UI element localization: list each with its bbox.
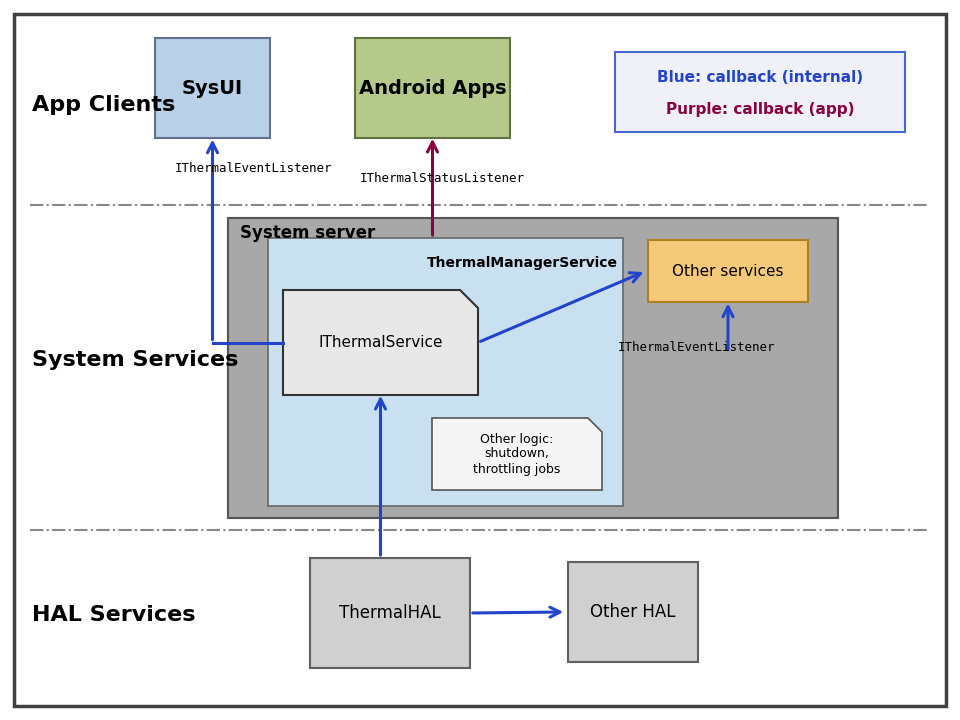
Polygon shape	[283, 290, 478, 395]
FancyBboxPatch shape	[14, 14, 946, 706]
FancyBboxPatch shape	[228, 218, 838, 518]
Text: Android Apps: Android Apps	[359, 78, 506, 97]
FancyBboxPatch shape	[615, 52, 905, 132]
FancyBboxPatch shape	[648, 240, 808, 302]
FancyBboxPatch shape	[155, 38, 270, 138]
Text: App Clients: App Clients	[32, 95, 176, 115]
Text: HAL Services: HAL Services	[32, 605, 196, 625]
FancyBboxPatch shape	[568, 562, 698, 662]
Text: IThermalEventListener: IThermalEventListener	[175, 161, 332, 174]
Text: System server: System server	[240, 224, 374, 242]
Text: Purple: callback (app): Purple: callback (app)	[665, 102, 854, 117]
Text: System Services: System Services	[32, 350, 238, 370]
Text: Other services: Other services	[672, 264, 783, 279]
FancyBboxPatch shape	[268, 238, 623, 506]
Text: IThermalStatusListener: IThermalStatusListener	[360, 172, 525, 185]
Text: IThermalService: IThermalService	[319, 335, 443, 350]
Text: ThermalManagerService: ThermalManagerService	[427, 256, 618, 270]
Text: IThermalEventListener: IThermalEventListener	[618, 341, 776, 354]
Text: Other HAL: Other HAL	[590, 603, 676, 621]
Text: Other logic:
shutdown,
throttling jobs: Other logic: shutdown, throttling jobs	[473, 433, 561, 475]
Text: ThermalHAL: ThermalHAL	[339, 604, 441, 622]
FancyBboxPatch shape	[310, 558, 470, 668]
Text: Blue: callback (internal): Blue: callback (internal)	[657, 70, 863, 85]
FancyBboxPatch shape	[355, 38, 510, 138]
Text: SysUI: SysUI	[182, 78, 243, 97]
Polygon shape	[432, 418, 602, 490]
